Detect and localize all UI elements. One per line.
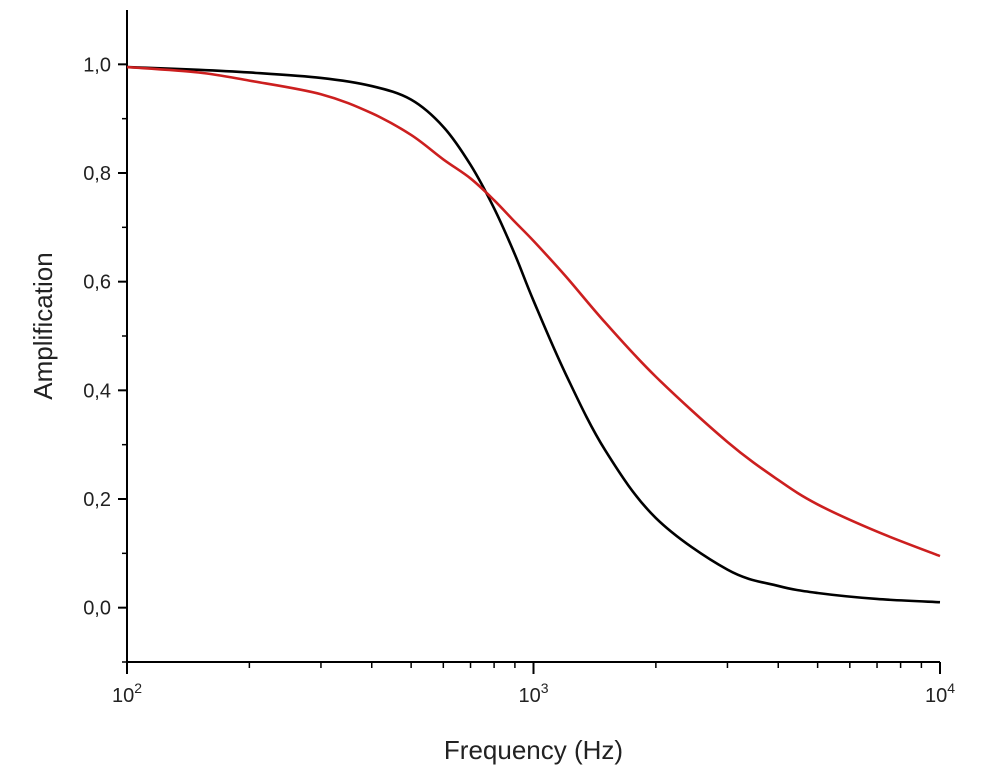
y-axis-title: Amplification [28, 252, 58, 399]
y-tick-label: 0,4 [83, 380, 111, 402]
plot-axes [126, 10, 940, 663]
y-tick-label: 0,2 [83, 489, 111, 511]
x-tick-label: 102 [112, 680, 142, 707]
y-axis-ticks: 0,0 0,2 0,4 0,6 0,8 1,0 [83, 54, 127, 663]
series-layer [126, 65, 941, 604]
x-tick-label: 104 [925, 680, 955, 707]
y-tick-label: 0,6 [83, 272, 111, 294]
x-tick-label: 103 [518, 680, 548, 707]
x-axis-ticks: 102 103 104 [112, 662, 955, 707]
x-axis-title: Frequency (Hz) [444, 735, 623, 765]
series-line-1 [126, 65, 941, 604]
y-tick-label: 0,8 [83, 163, 111, 185]
series-line-2 [126, 65, 941, 558]
y-tick-label: 1,0 [83, 54, 111, 76]
y-tick-label: 0,0 [83, 598, 111, 620]
